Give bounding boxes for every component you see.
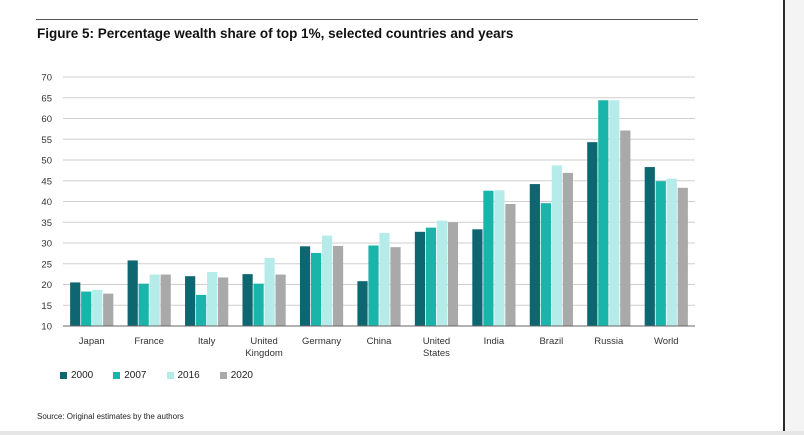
legend-swatch-2016: [166, 372, 174, 379]
legend-label-2016: 2016: [177, 370, 200, 381]
bar: [264, 257, 275, 326]
y-tick-label: 15: [41, 301, 52, 312]
bar: [379, 233, 390, 326]
x-tick-label: World: [654, 336, 679, 347]
bar: [368, 245, 379, 326]
bar: [505, 203, 516, 326]
bar: [81, 291, 92, 326]
y-tick-label: 50: [41, 156, 52, 167]
x-tick-label: Brazil: [539, 336, 563, 347]
legend-label-2007: 2007: [124, 370, 147, 381]
bar: [321, 235, 333, 326]
bar: [70, 282, 81, 326]
bar: [598, 100, 609, 327]
bar: [138, 283, 149, 326]
bar: [587, 142, 598, 326]
bar: [127, 260, 138, 326]
bar: [620, 130, 631, 326]
y-tick-label: 20: [41, 280, 52, 291]
bar: [644, 167, 655, 326]
bar: [447, 222, 459, 326]
bar: [540, 203, 551, 326]
bar: [207, 272, 218, 326]
bar: [472, 229, 483, 326]
bar: [149, 274, 160, 326]
y-tick-label: 55: [41, 135, 52, 146]
chart-legend: 2000 2007 2016 2020: [60, 370, 253, 381]
legend-label-2000: 2000: [71, 370, 94, 381]
x-tick-label: Italy: [198, 336, 216, 347]
window-edge: [783, 0, 804, 435]
legend-swatch-2020: [219, 372, 227, 379]
x-tick-label: Germany: [302, 336, 341, 347]
bar: [92, 289, 103, 326]
y-tick-label: 60: [41, 114, 52, 125]
bar: [160, 274, 171, 326]
bar: [390, 247, 401, 326]
x-tick-label: United Kingdom: [245, 336, 283, 359]
bar: [357, 281, 368, 326]
source-note: Source: Original estimates by the author…: [37, 412, 184, 421]
bar: [494, 190, 505, 326]
legend-item-2000: 2000: [60, 370, 93, 381]
bar: [242, 274, 253, 326]
bar: [677, 187, 688, 326]
legend-item-2020: 2020: [219, 370, 253, 381]
bar: [609, 100, 620, 327]
bar: [196, 294, 207, 326]
bar: [483, 190, 494, 326]
bar: [529, 184, 540, 326]
bar: [299, 246, 311, 326]
y-tick-label: 10: [41, 322, 52, 333]
legend-item-2007: 2007: [113, 370, 147, 381]
bar: [414, 231, 426, 326]
legend-swatch-2007: [113, 372, 121, 379]
x-tick-label: Japan: [79, 336, 105, 347]
bar: [103, 293, 114, 326]
x-tick-label: France: [134, 336, 164, 347]
bar: [275, 274, 286, 326]
window-edge-bottom: [0, 431, 804, 435]
bar: [253, 283, 264, 326]
figure-title: Figure 5: Percentage wealth share of top…: [37, 26, 514, 41]
x-tick-label: United States: [423, 336, 450, 359]
x-tick-label: Russia: [594, 336, 624, 347]
bar: [185, 276, 196, 326]
bar: [551, 165, 562, 326]
legend-label-2020: 2020: [230, 370, 253, 381]
legend-swatch-2000: [60, 372, 67, 379]
y-tick-label: 40: [41, 197, 52, 208]
y-tick-label: 65: [41, 93, 52, 104]
y-tick-label: 35: [41, 218, 52, 229]
y-tick-label: 70: [41, 73, 52, 84]
title-rule: [36, 19, 698, 20]
bar: [218, 277, 229, 326]
y-tick-label: 25: [41, 259, 52, 270]
bar: [436, 220, 448, 326]
bar: [310, 252, 322, 326]
bar: [655, 181, 666, 326]
bar: [425, 227, 437, 326]
bar: [562, 172, 573, 326]
x-tick-label: China: [367, 336, 393, 347]
y-tick-label: 45: [41, 176, 52, 187]
x-tick-label: India: [484, 336, 505, 347]
y-tick-label: 30: [41, 239, 52, 250]
bar: [666, 178, 677, 326]
legend-item-2016: 2016: [166, 370, 200, 381]
bar: [332, 245, 344, 326]
